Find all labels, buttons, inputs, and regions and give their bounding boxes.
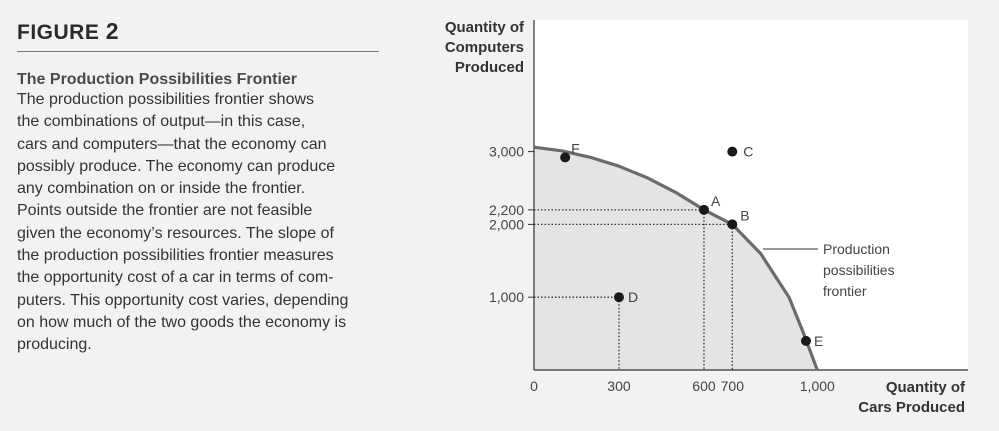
x-axis-title: Quantity of [886, 379, 966, 396]
x-tick-label: 600 [692, 378, 716, 394]
y-tick-label: 2,200 [489, 202, 524, 218]
axis-titles: Quantity of Computers Produced Quantity of C… [445, 19, 966, 416]
figure-title: FIGURE 2 [17, 18, 379, 52]
y-tick-label: 2,000 [489, 216, 524, 232]
y-tick-label: 3,000 [489, 144, 524, 160]
figure-caption: FIGURE 2 The Production Possibilities Fr… [17, 18, 379, 357]
x-tick-label: 1,000 [800, 378, 835, 394]
frontier-fill [534, 147, 818, 370]
point-F [560, 152, 571, 163]
point-E [800, 335, 811, 346]
frontier-annotation: Production possibilities frontier [763, 241, 895, 299]
figure-heading: The Production Possibilities Frontier [17, 71, 298, 88]
y-axis-title: Quantity of [445, 19, 525, 36]
figure-body: The production possibilities frontier sh… [17, 91, 349, 354]
figure-number: 2 [105, 18, 119, 44]
point-label-B: B [740, 207, 749, 223]
x-tick-label: 700 [721, 378, 745, 394]
point-label-E: E [814, 333, 823, 349]
point-label-C: C [743, 144, 753, 160]
frontier-line [533, 145, 819, 371]
point-label-F: F [571, 140, 580, 156]
y-tick-label: 1,000 [489, 289, 524, 305]
point-B [727, 219, 738, 230]
guide-lines [534, 209, 733, 370]
x-tick-label: 300 [607, 378, 631, 394]
axes [533, 20, 968, 371]
point-C [727, 146, 738, 157]
y-axis-title: Computers [445, 39, 524, 56]
point-A [698, 204, 709, 215]
figure-label: FIGURE [17, 21, 100, 44]
frontier-label: Production [823, 241, 890, 257]
frontier-label: frontier [823, 283, 867, 299]
feasible-region [534, 147, 818, 370]
x-axis-title: Cars Produced [858, 399, 965, 416]
point-D [613, 292, 624, 303]
x-tick-label: 0 [530, 378, 538, 394]
point-label-D: D [628, 289, 638, 305]
point-label-A: A [711, 193, 721, 209]
frontier-curve [533, 145, 819, 371]
y-axis-title: Produced [455, 59, 524, 76]
data-points: A B C D E F [560, 140, 823, 349]
frontier-label: possibilities [823, 262, 895, 278]
